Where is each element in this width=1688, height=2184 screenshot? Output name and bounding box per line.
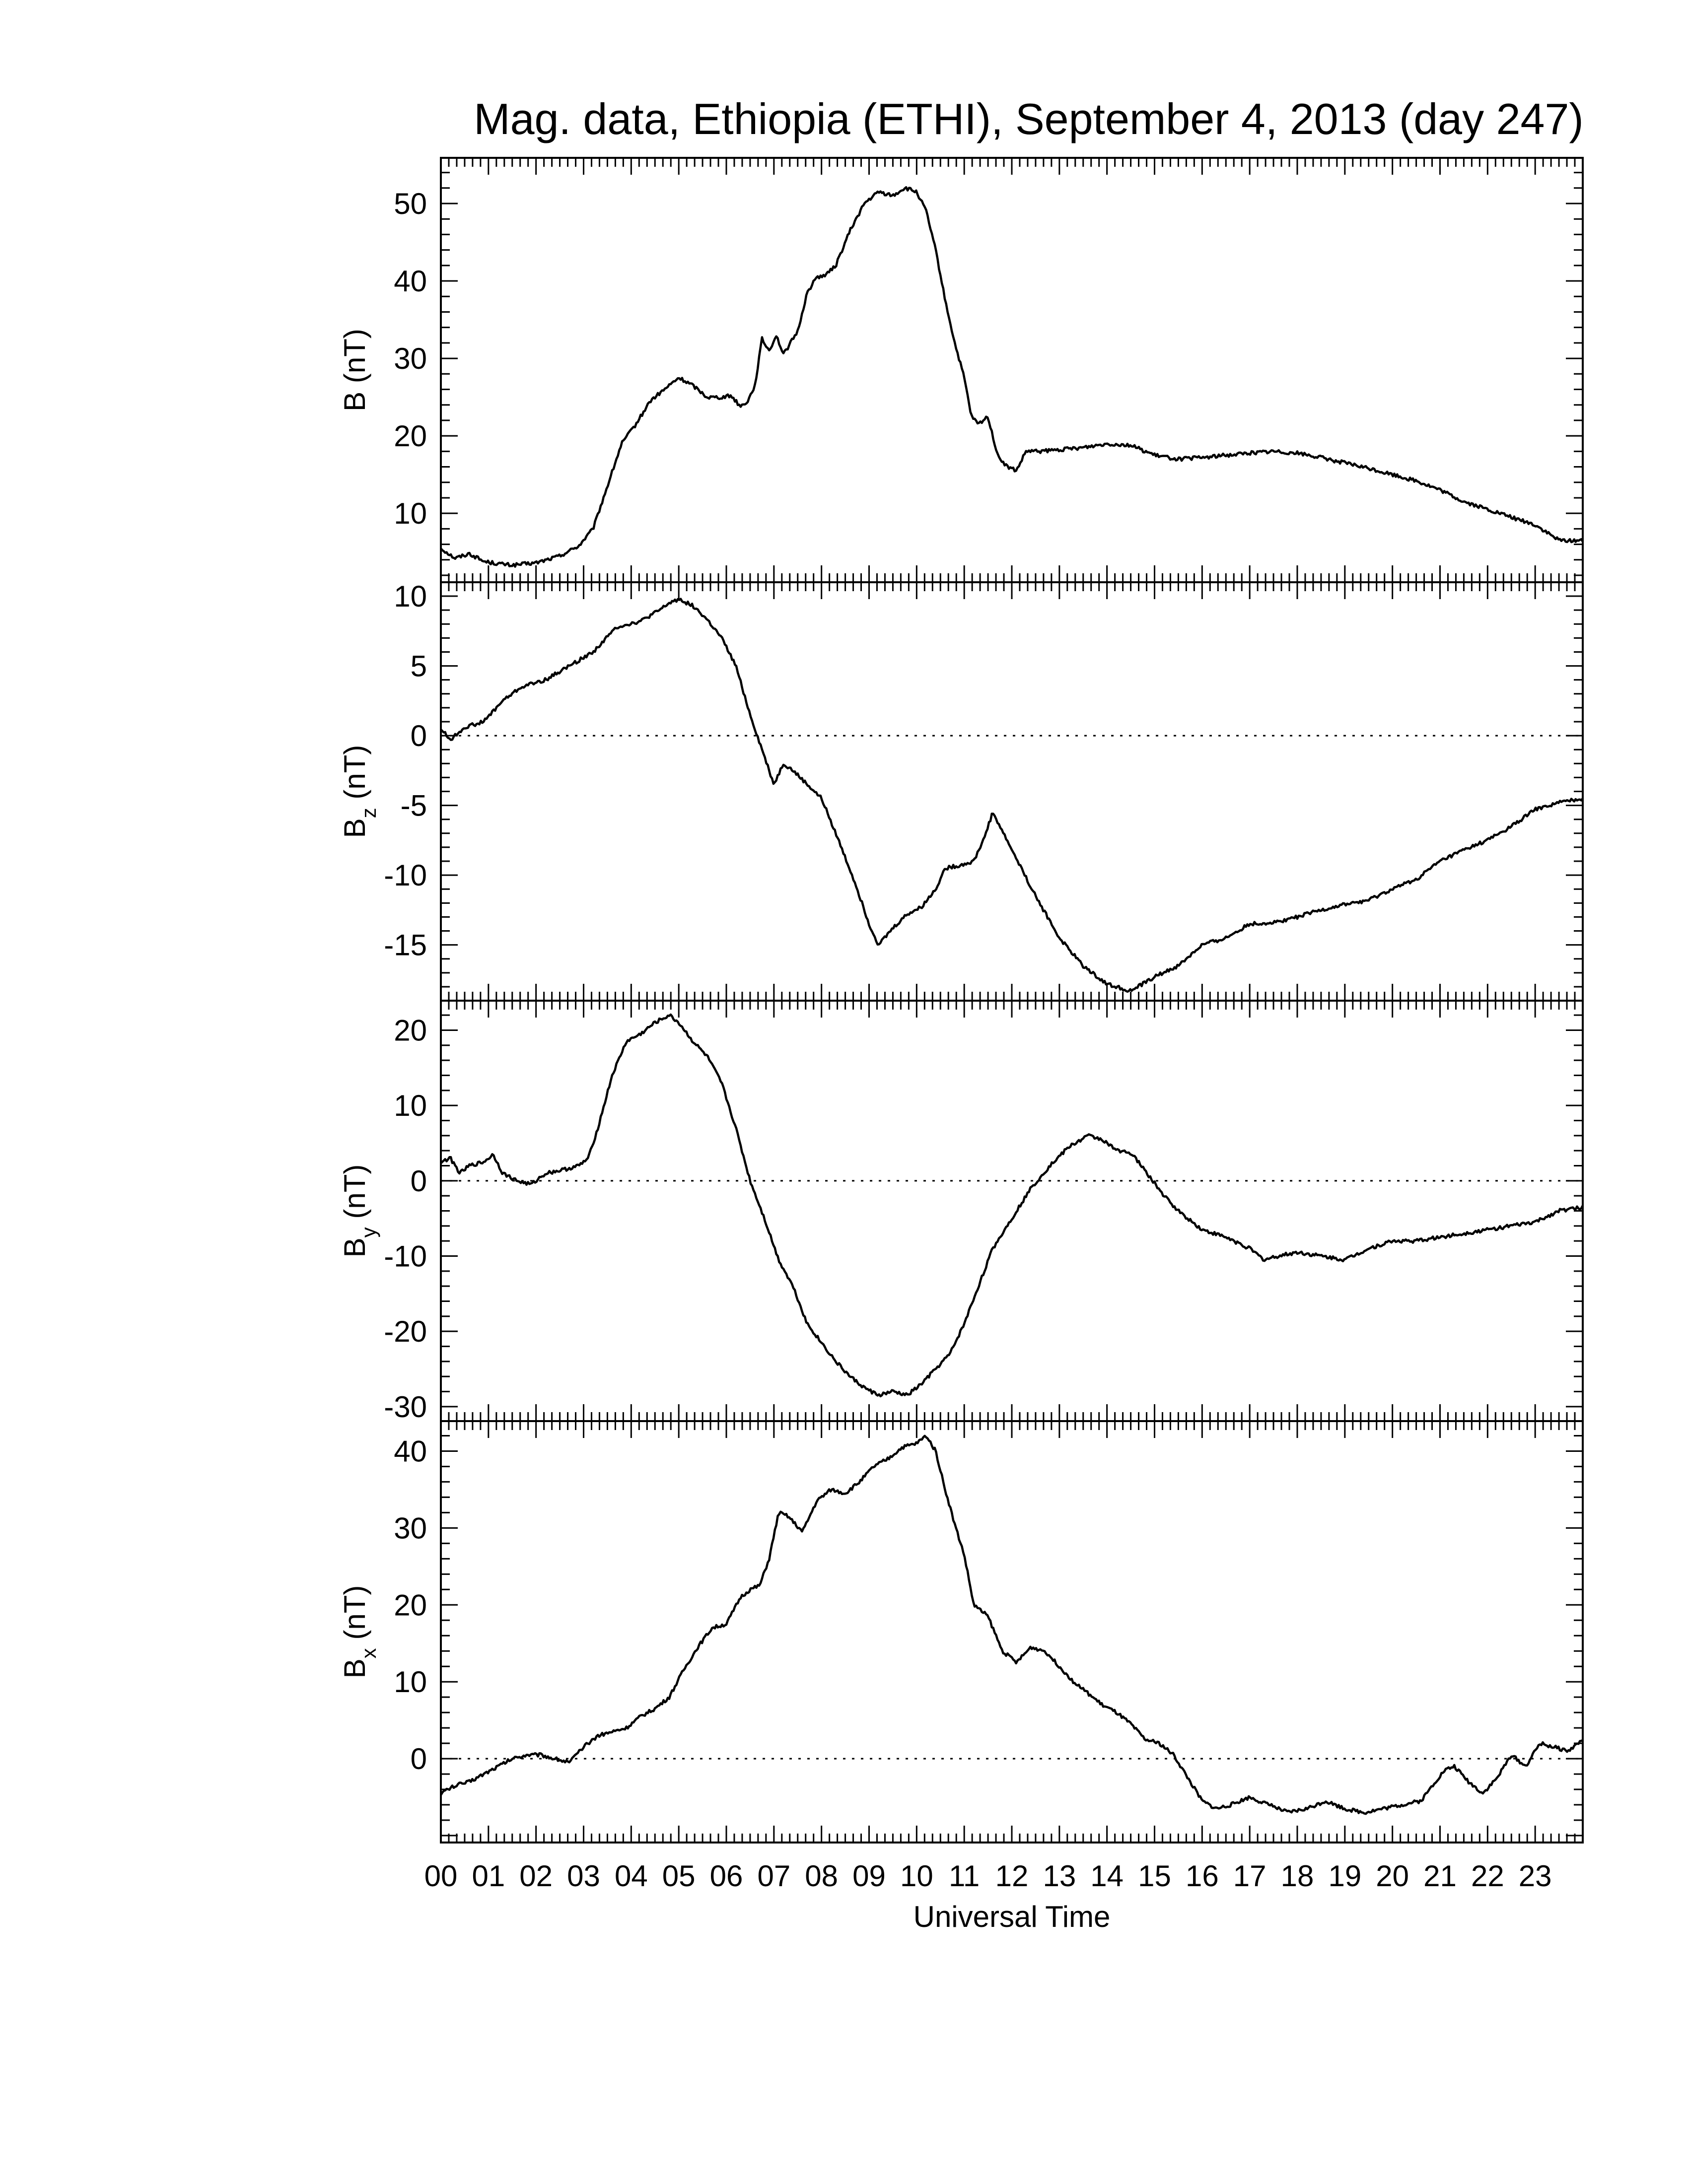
x-tick-label: 23 <box>1519 1859 1552 1893</box>
y-tick-label: 0 <box>411 719 427 752</box>
x-tick-label: 07 <box>757 1859 790 1893</box>
y-tick-label: 20 <box>394 1014 427 1047</box>
x-tick-label: 00 <box>424 1859 458 1893</box>
y-axis-label: Bx (nT) <box>338 1585 380 1679</box>
x-tick-label: 19 <box>1328 1859 1361 1893</box>
x-tick-label: 15 <box>1138 1859 1171 1893</box>
y-tick-label: 30 <box>394 342 427 375</box>
panel-frame <box>440 157 1584 583</box>
x-tick-label: 22 <box>1471 1859 1504 1893</box>
series-line <box>440 598 1584 993</box>
chart-title: Mag. data, Ethiopia (ETHI), September 4,… <box>474 94 1583 143</box>
x-tick-label: 08 <box>805 1859 838 1893</box>
x-tick-label: 01 <box>472 1859 505 1893</box>
y-tick-label: -15 <box>384 929 427 962</box>
x-tick-label: 06 <box>710 1859 743 1893</box>
y-tick-label: -30 <box>384 1390 427 1424</box>
x-tick-label: 14 <box>1090 1859 1124 1893</box>
y-tick-label: 0 <box>411 1742 427 1775</box>
y-tick-label: 20 <box>394 419 427 453</box>
x-tick-labels: 00 01 02 03 04 05 06 07 08 09 10 11 12 13 14 15 16 17 18 19… <box>424 1859 1552 1893</box>
x-tick-label: 12 <box>995 1859 1029 1893</box>
y-axis-label: By (nT) <box>338 1164 380 1258</box>
x-axis-label: Universal Time <box>914 1900 1111 1933</box>
y-tick-label: 10 <box>394 1665 427 1699</box>
x-tick-label: 16 <box>1186 1859 1219 1893</box>
x-tick-label: 03 <box>567 1859 600 1893</box>
panel-frame <box>440 1000 1584 1422</box>
y-tick-label: 20 <box>394 1588 427 1622</box>
x-tick-label: 11 <box>949 1859 980 1893</box>
y-tick-label: 0 <box>411 1164 427 1198</box>
x-tick-label: 09 <box>852 1859 886 1893</box>
x-tick-label: 21 <box>1423 1859 1457 1893</box>
panel-frame <box>440 1420 1584 1843</box>
x-tick-label: 20 <box>1376 1859 1409 1893</box>
y-tick-label: -5 <box>401 789 427 822</box>
y-tick-label: 10 <box>394 580 427 613</box>
x-tick-label: 17 <box>1233 1859 1266 1893</box>
panel-3: 40 30 20 10 0 Bx (nT) <box>338 1420 1584 1843</box>
series-line <box>440 1434 1583 1815</box>
series-line <box>440 1013 1584 1398</box>
x-tick-label: 05 <box>662 1859 696 1893</box>
panel-2: 20 10 0 -10 -20 -30 By (nT) <box>338 1000 1584 1424</box>
x-tick-label: 13 <box>1043 1859 1076 1893</box>
panel-frame <box>440 581 1584 1002</box>
series-line <box>440 186 1584 568</box>
y-tick-label: 10 <box>394 497 427 530</box>
panel-1: 10 5 0 -5 -10 -15 Bz (nT) <box>338 580 1584 1002</box>
y-tick-label: -20 <box>384 1315 427 1348</box>
y-tick-label: 5 <box>411 650 427 683</box>
y-axis-label: B (nT) <box>338 329 371 411</box>
y-tick-label: 40 <box>394 1434 427 1468</box>
x-tick-label: 02 <box>519 1859 553 1893</box>
x-tick-label: 18 <box>1281 1859 1314 1893</box>
y-tick-label: -10 <box>384 859 427 892</box>
y-tick-label: 30 <box>394 1511 427 1545</box>
y-tick-label: 50 <box>394 187 427 220</box>
y-axis-label: Bz (nT) <box>338 745 380 838</box>
x-tick-label: 04 <box>615 1859 648 1893</box>
x-tick-label: 10 <box>900 1859 933 1893</box>
panel-0: 10 20 30 40 50 B (nT) <box>338 157 1584 583</box>
y-tick-label: 40 <box>394 265 427 298</box>
y-tick-label: 10 <box>394 1089 427 1122</box>
y-tick-label: -10 <box>384 1240 427 1273</box>
